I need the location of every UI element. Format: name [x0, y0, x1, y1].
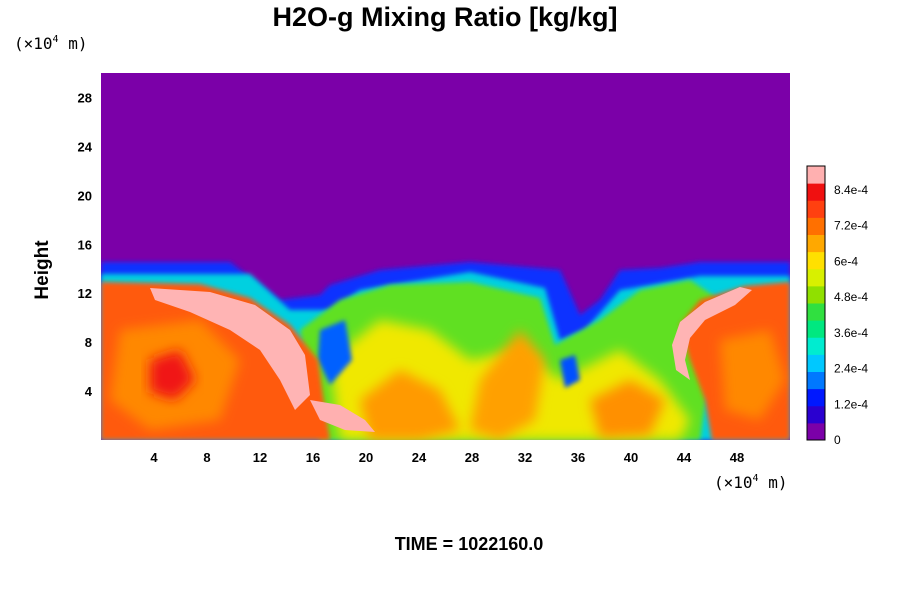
x-tick-label: 20 [359, 450, 373, 465]
colorbar-tick-label: 6e-4 [834, 254, 858, 268]
heatmap-field [101, 73, 790, 440]
colorbar: 0 1.2e-4 2.4e-4 3.6e-4 4.8e-4 6e-4 7.2e-4 8.4e-… [806, 165, 868, 447]
y-tick-label: 20 [78, 188, 92, 203]
x-tick-label: 44 [677, 450, 692, 465]
colorbar-tick-labels: 0 1.2e-4 2.4e-4 3.6e-4 4.8e-4 6e-4 7.2e-4 8.4e-… [834, 183, 868, 447]
y-axis-unit: (×104 m) [14, 34, 87, 53]
central-orange-swirl [360, 370, 460, 440]
colorbar-swatch [807, 303, 825, 321]
y-tick-label: 12 [78, 286, 92, 301]
y-tick-label: 8 [85, 335, 92, 350]
colorbar-swatch [807, 268, 825, 287]
left-pink-front [150, 288, 310, 410]
colorbar-tick-label: 8.4e-4 [834, 183, 868, 197]
left-pink-base [310, 400, 375, 432]
x-tick-label: 32 [518, 450, 532, 465]
x-tick-label: 8 [203, 450, 210, 465]
colorbar-swatch [807, 166, 825, 184]
x-tick-label: 40 [624, 450, 638, 465]
x-tick-label: 24 [412, 450, 427, 465]
y-tick-label: 24 [78, 139, 93, 154]
y-axis: 4 8 12 16 20 24 28 [78, 90, 93, 399]
x-tick-label: 48 [730, 450, 744, 465]
colorbar-swatch [807, 388, 825, 407]
y-tick-label: 4 [85, 384, 93, 399]
x-tick-labels: 4 8 12 16 20 24 28 32 36 40 44 48 [150, 450, 744, 465]
chart-title: H2O-g Mixing Ratio [kg/kg] [272, 2, 617, 32]
colorbar-swatch [807, 251, 825, 270]
colorbar-swatch [807, 354, 825, 372]
colorbar-swatch [807, 183, 825, 201]
central-blue-eddy-2 [560, 355, 580, 388]
colorbar-tick-label: 1.2e-4 [834, 397, 868, 411]
x-tick-label: 36 [571, 450, 585, 465]
colorbar-tick-label: 4.8e-4 [834, 290, 868, 304]
colorbar-swatch [807, 320, 825, 338]
central-blue-eddy [318, 320, 352, 385]
x-axis: 4 8 12 16 20 24 28 32 36 40 44 48 [150, 450, 744, 465]
colorbar-frame [806, 165, 826, 441]
colorbar-swatch [807, 200, 825, 218]
y-tick-labels: 4 8 12 16 20 24 28 [78, 90, 93, 399]
central-orange-swirl-3 [590, 380, 665, 438]
x-tick-label: 12 [253, 450, 267, 465]
colorbar-swatch [807, 337, 825, 355]
y-tick-label: 16 [78, 237, 92, 252]
right-orange-patches [720, 330, 785, 420]
colorbar-swatch [807, 217, 825, 235]
colorbar-tick-label: 7.2e-4 [834, 219, 868, 233]
colorbar-tick-label: 2.4e-4 [834, 362, 868, 376]
colorbar-swatch [807, 371, 825, 390]
colorbar-swatch [807, 405, 825, 424]
colorbar-swatch [807, 422, 825, 441]
x-tick-label: 4 [150, 450, 158, 465]
left-red-patches [150, 350, 195, 400]
x-tick-label: 16 [306, 450, 320, 465]
central-orange-swirl-2 [470, 330, 545, 440]
right-pink-front [672, 287, 752, 380]
colorbar-tick-label: 3.6e-4 [834, 326, 868, 340]
time-label: TIME = 1022160.0 [395, 534, 544, 554]
colorbar-swatch [807, 234, 825, 253]
colorbar-tick-label: 0 [834, 433, 841, 447]
colorbar-swatches [807, 166, 825, 441]
x-axis-unit: (×104 m) [714, 473, 787, 492]
y-axis-label: Height [32, 240, 53, 300]
colorbar-swatch [807, 285, 825, 304]
y-tick-label: 28 [78, 90, 92, 105]
x-tick-label: 28 [465, 450, 479, 465]
